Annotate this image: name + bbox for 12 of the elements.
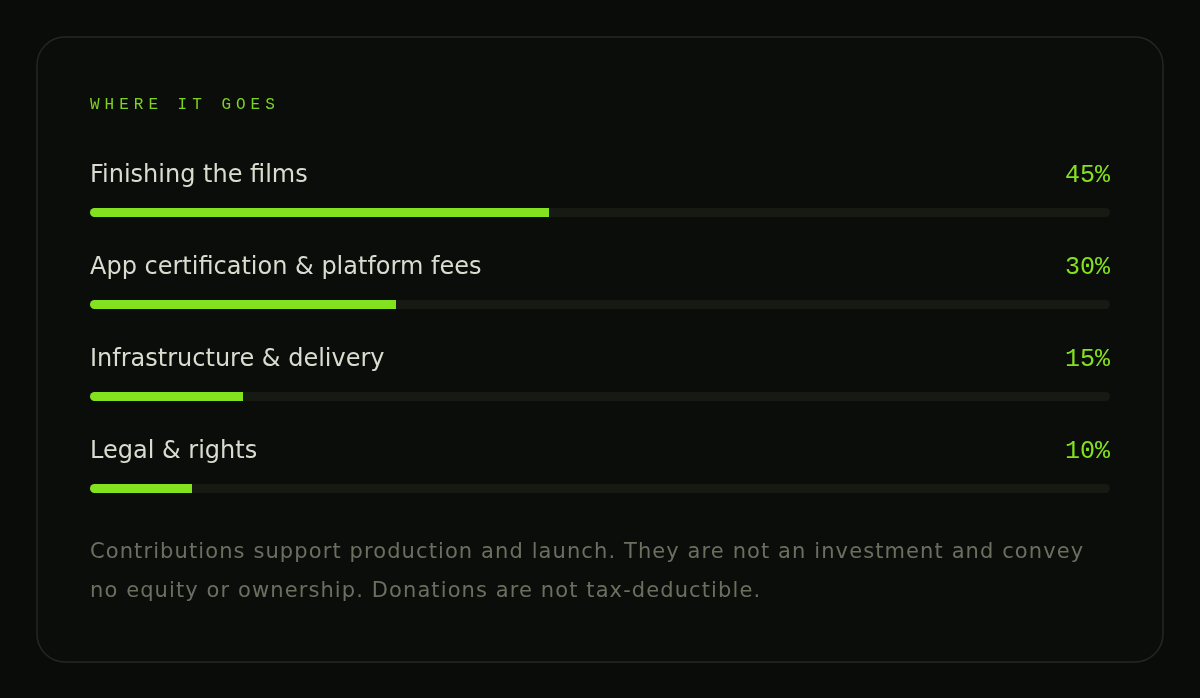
y-tick-label: Finishing the films bbox=[90, 160, 308, 188]
chart-title: WHERE IT GOES bbox=[90, 96, 280, 114]
y-tick-label: App certification & platform fees bbox=[90, 252, 482, 280]
y-tick-label: Infrastructure & delivery bbox=[90, 344, 385, 372]
bar bbox=[90, 484, 192, 493]
data-label: 10% bbox=[1064, 437, 1111, 466]
text: Contributions support production and launch. They are not an investment and convey no equity or ownership. Donations are not tax-deductible. bbox=[90, 539, 1085, 602]
y-tick-label: Legal & rights bbox=[90, 436, 258, 464]
bar bbox=[90, 392, 243, 401]
data-label: 30% bbox=[1064, 253, 1111, 282]
data-label: 15% bbox=[1064, 345, 1111, 374]
data-label: 45% bbox=[1064, 161, 1111, 190]
